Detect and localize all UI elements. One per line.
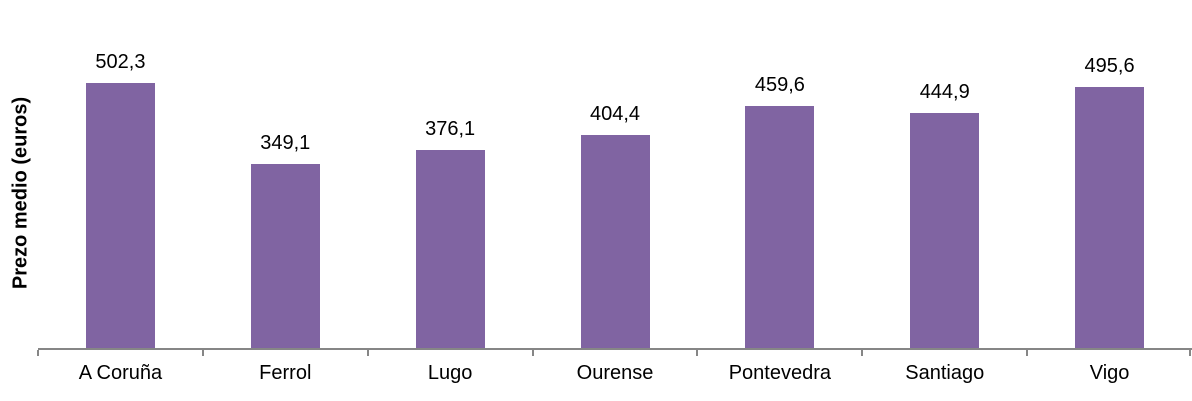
x-axis-tick — [531, 350, 534, 356]
x-axis-tick — [1026, 350, 1029, 356]
bar-value-label: 404,4 — [589, 102, 641, 125]
x-axis-label: Ferrol — [259, 362, 312, 384]
bar-column: 349,1 — [203, 0, 368, 348]
x-axis-label: Lugo — [427, 362, 473, 384]
x-axis-tick — [696, 350, 699, 356]
bar — [580, 134, 650, 348]
x-axis-label: Pontevedra — [728, 362, 832, 384]
bar-value-label: 502,3 — [95, 51, 146, 74]
x-axis-tick — [1189, 350, 1191, 356]
bar-column: 404,4 — [533, 0, 698, 348]
bar — [250, 163, 320, 348]
x-axis-label: Ourense — [576, 362, 654, 384]
bar — [415, 149, 485, 348]
bar-column: 495,6 — [1027, 0, 1192, 348]
x-axis-labels: A Coruña Ferrol Lugo Ourense Pontevedra Santi… — [38, 362, 1192, 385]
x-axis-label: Vigo — [1089, 362, 1130, 384]
x-axis-tick — [201, 350, 204, 356]
bar-value-label: 459,6 — [754, 73, 805, 96]
bar — [85, 83, 155, 348]
bar — [745, 105, 815, 348]
bar-column: 444,9 — [862, 0, 1027, 348]
x-axis-tick — [366, 350, 369, 356]
bar-value-label: 376,1 — [425, 117, 476, 140]
x-axis-label: A Coruña — [78, 362, 163, 384]
bar-value-label: 349,1 — [260, 131, 311, 154]
x-axis-tick — [37, 350, 39, 356]
bar-value-label: 444,9 — [919, 81, 970, 104]
bar — [1075, 86, 1145, 348]
bar-column: 459,6 — [697, 0, 862, 348]
bar-column: 376,1 — [368, 0, 533, 348]
bar — [910, 113, 980, 348]
bar-column: 502,3 — [38, 0, 203, 348]
bar-value-label: 495,6 — [1084, 54, 1135, 77]
x-axis-tick — [861, 350, 864, 356]
plot-area: 502,3 349,1 376,1 404,4 459,6 444,9 495,6 — [38, 0, 1192, 350]
y-axis-title: Prezo medio (euros) — [9, 96, 32, 290]
x-axis-label: Santiago — [905, 362, 985, 384]
